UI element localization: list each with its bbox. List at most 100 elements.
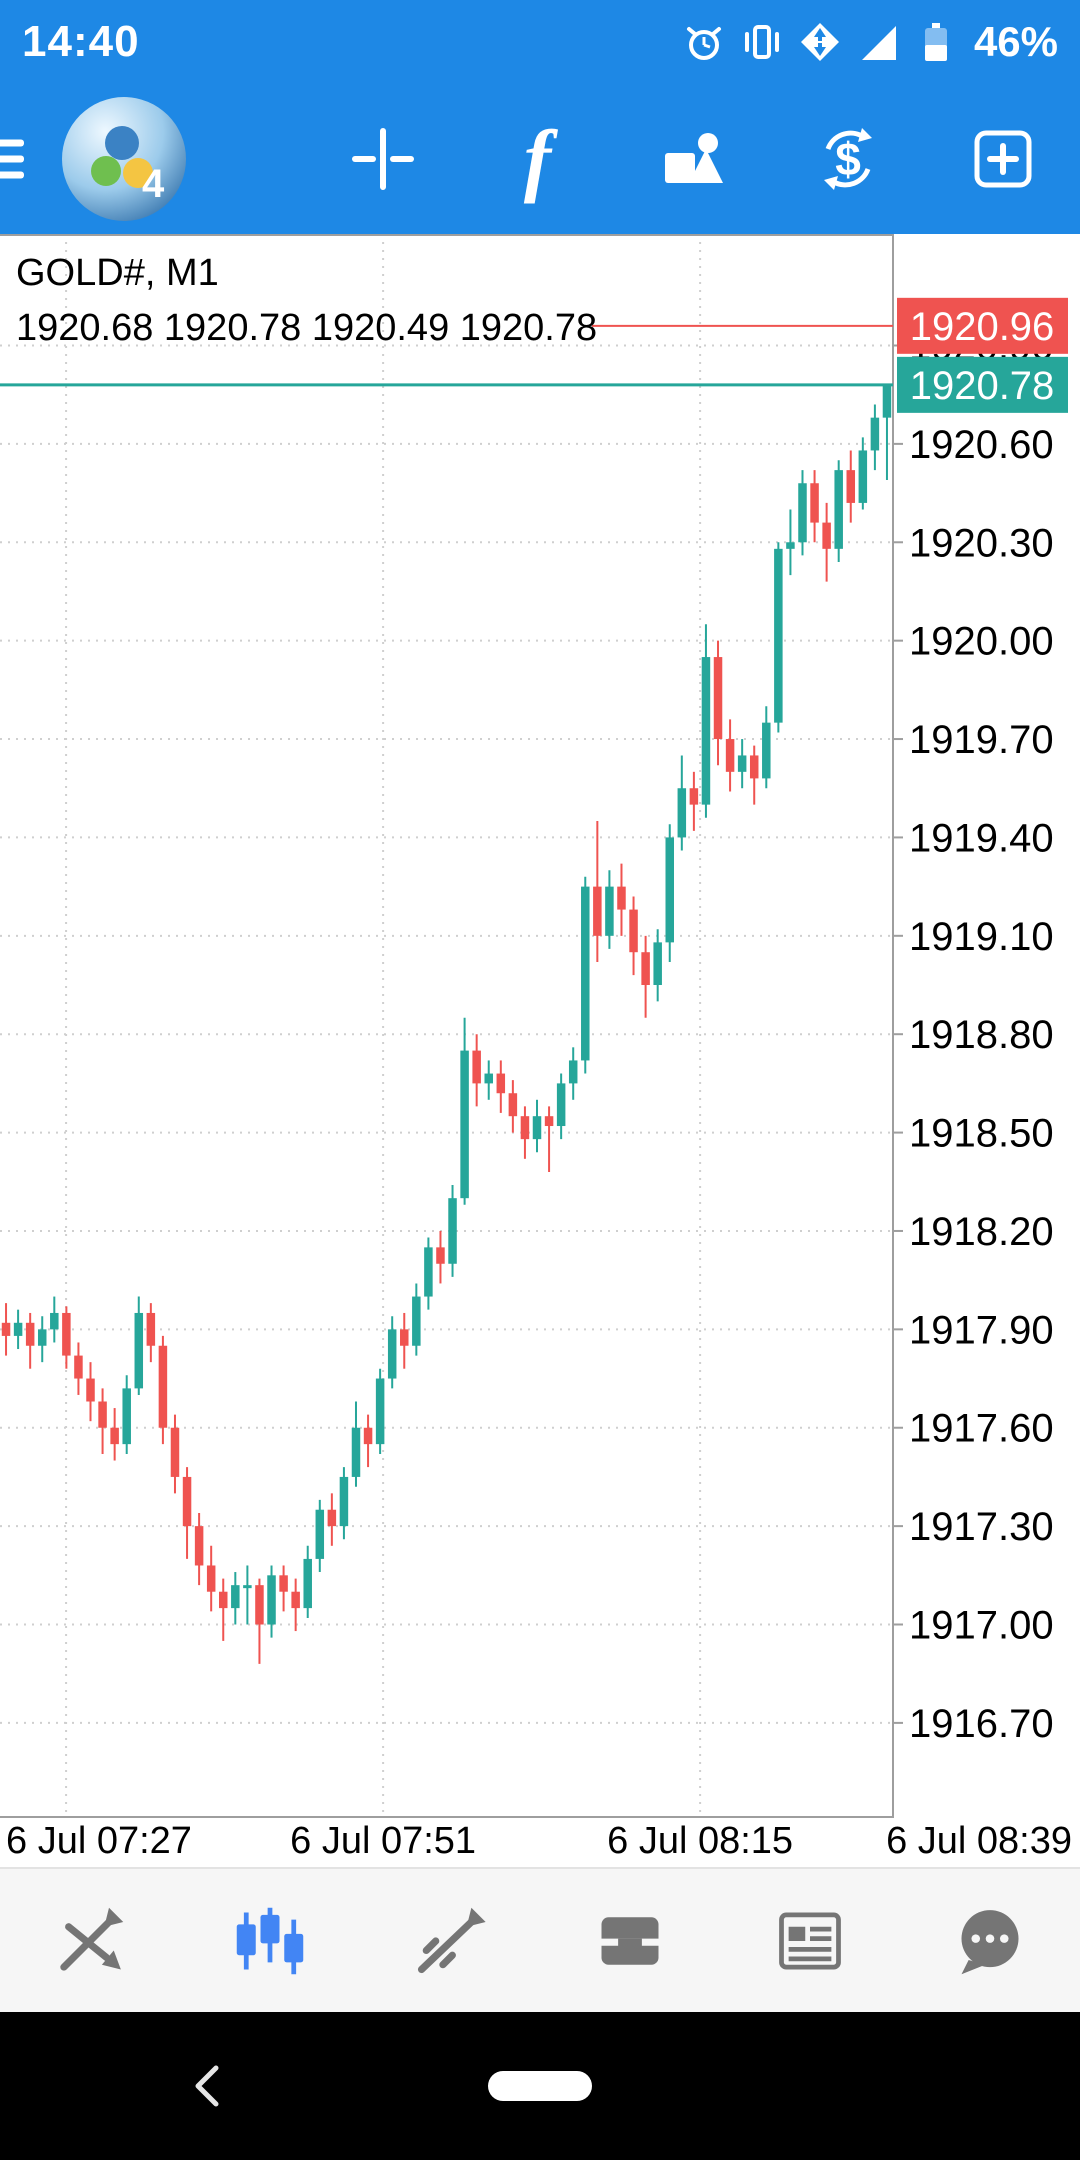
inbox-icon: [601, 1916, 659, 1965]
y-axis-label: 1919.70: [909, 718, 1054, 762]
candle: [701, 657, 711, 805]
nav-messages-button[interactable]: [900, 1869, 1080, 2012]
candle: [363, 1427, 373, 1445]
ask-price-text: 1920.96: [910, 305, 1055, 349]
y-axis-label: 1918.50: [909, 1112, 1054, 1156]
nav-quotes-button[interactable]: [0, 1869, 180, 2012]
candle: [810, 483, 819, 523]
candle: [37, 1329, 47, 1346]
trend-line-icon: [417, 1907, 486, 1973]
candle: [725, 739, 735, 772]
svg-text:$: $: [835, 133, 861, 185]
candle: [834, 470, 843, 549]
shapes-icon: [664, 132, 723, 183]
y-axis-label: 1918.80: [909, 1013, 1054, 1057]
new-order-button[interactable]: $: [770, 83, 925, 234]
candle: [484, 1073, 493, 1084]
nav-history-button[interactable]: [540, 1869, 720, 2012]
function-icon: f: [523, 112, 552, 204]
add-chart-button[interactable]: [925, 83, 1080, 234]
bid-price-badge: [897, 356, 1068, 413]
x-axis-label: 6 Jul 08:39: [886, 1820, 1072, 1862]
mt4-logo[interactable]: 4: [58, 93, 190, 225]
candle: [665, 837, 674, 943]
newspaper-icon: [779, 1912, 841, 1969]
alarm-icon: [686, 26, 721, 60]
bid-price-text: 1920.78: [910, 364, 1055, 408]
objects-button[interactable]: [615, 83, 770, 234]
nav-trade-button[interactable]: [360, 1869, 540, 2012]
candle: [436, 1247, 445, 1264]
candle: [279, 1575, 288, 1592]
y-axis-label: 1920.30: [909, 521, 1054, 565]
y-axis-label: 1917.30: [909, 1505, 1054, 1549]
candle: [460, 1050, 469, 1199]
candle: [870, 417, 880, 451]
y-axis-label: 1920.60: [909, 423, 1054, 467]
candle: [762, 722, 771, 779]
x-axis-label: 6 Jul 08:15: [607, 1820, 794, 1862]
back-button[interactable]: [188, 2062, 228, 2110]
candle: [581, 886, 590, 1061]
candle: [86, 1378, 95, 1402]
chart-header: GOLD#, M1 1920.68 1920.78 1920.49 1920.7…: [16, 252, 597, 350]
indicators-button[interactable]: f: [460, 83, 615, 234]
y-axis-label: 1919.40: [909, 816, 1054, 860]
candle: [98, 1401, 107, 1428]
candle: [231, 1585, 240, 1609]
candle: [291, 1591, 300, 1609]
home-indicator[interactable]: [488, 2071, 592, 2101]
y-axis-label: 1919.10: [909, 915, 1054, 959]
symbol-timeframe-label: GOLD#, M1: [16, 252, 219, 294]
candle: [243, 1585, 252, 1589]
battery-percent-text: 46%: [973, 17, 1058, 65]
candle: [713, 657, 723, 740]
candle: [629, 909, 638, 953]
mt4-logo-icon: 4: [62, 96, 186, 221]
quotes-arrows-icon: [60, 1907, 124, 1971]
candle: [472, 1050, 481, 1084]
y-axis-label: 1916.70: [909, 1702, 1054, 1746]
candle: [605, 886, 614, 936]
y-axis-label: 1918.20: [909, 1210, 1054, 1254]
candle: [351, 1427, 361, 1477]
candle: [568, 1060, 578, 1084]
status-bar: 14:40: [0, 0, 1080, 83]
candle: [1, 1322, 11, 1336]
crosshair-button[interactable]: [305, 83, 460, 234]
x-axis-label: 6 Jul 07:27: [6, 1820, 192, 1862]
svg-text:4: 4: [142, 162, 165, 206]
candle: [146, 1312, 156, 1346]
y-axis-label: 1920.00: [909, 620, 1054, 664]
candle: [532, 1116, 542, 1140]
vibrate-icon: [744, 24, 779, 59]
candle: [122, 1388, 131, 1445]
nav-charts-button[interactable]: [180, 1869, 360, 2012]
nav-news-button[interactable]: [720, 1869, 900, 2012]
candle: [653, 942, 662, 986]
candle: [424, 1247, 433, 1297]
candlestick-chart[interactable]: 1920.901920.601920.301920.001919.701919.…: [0, 234, 1080, 1818]
candle: [267, 1575, 276, 1625]
candle: [677, 788, 687, 838]
hamburger-icon: [0, 130, 24, 187]
candle: [822, 522, 831, 549]
android-nav-bar: [0, 2012, 1080, 2160]
y-axis-label: 1917.90: [909, 1308, 1054, 1352]
candle: [882, 384, 892, 418]
candle: [158, 1345, 168, 1428]
add-chart-icon: [974, 130, 1031, 187]
candle: [508, 1093, 518, 1117]
candle: [50, 1312, 59, 1330]
clock-text: 14:40: [22, 16, 140, 66]
menu-button[interactable]: [0, 83, 30, 234]
ohlc-values: 1920.68 1920.78 1920.49 1920.78: [16, 307, 598, 349]
chart-region[interactable]: 1920.901920.601920.301920.001919.701919.…: [0, 234, 1080, 1867]
candle: [737, 755, 747, 772]
candle: [400, 1329, 409, 1346]
battery-icon: [924, 22, 947, 61]
candle: [206, 1565, 216, 1592]
candle: [25, 1322, 35, 1346]
candle: [593, 886, 602, 936]
crosshair-icon: [351, 127, 414, 190]
